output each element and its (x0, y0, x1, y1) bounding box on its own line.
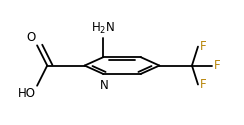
Text: H$_2$N: H$_2$N (91, 21, 115, 36)
Text: F: F (214, 59, 220, 72)
Text: N: N (100, 79, 109, 92)
Text: O: O (27, 31, 36, 44)
Text: F: F (200, 40, 206, 53)
Text: F: F (200, 78, 206, 91)
Text: HO: HO (18, 87, 36, 100)
